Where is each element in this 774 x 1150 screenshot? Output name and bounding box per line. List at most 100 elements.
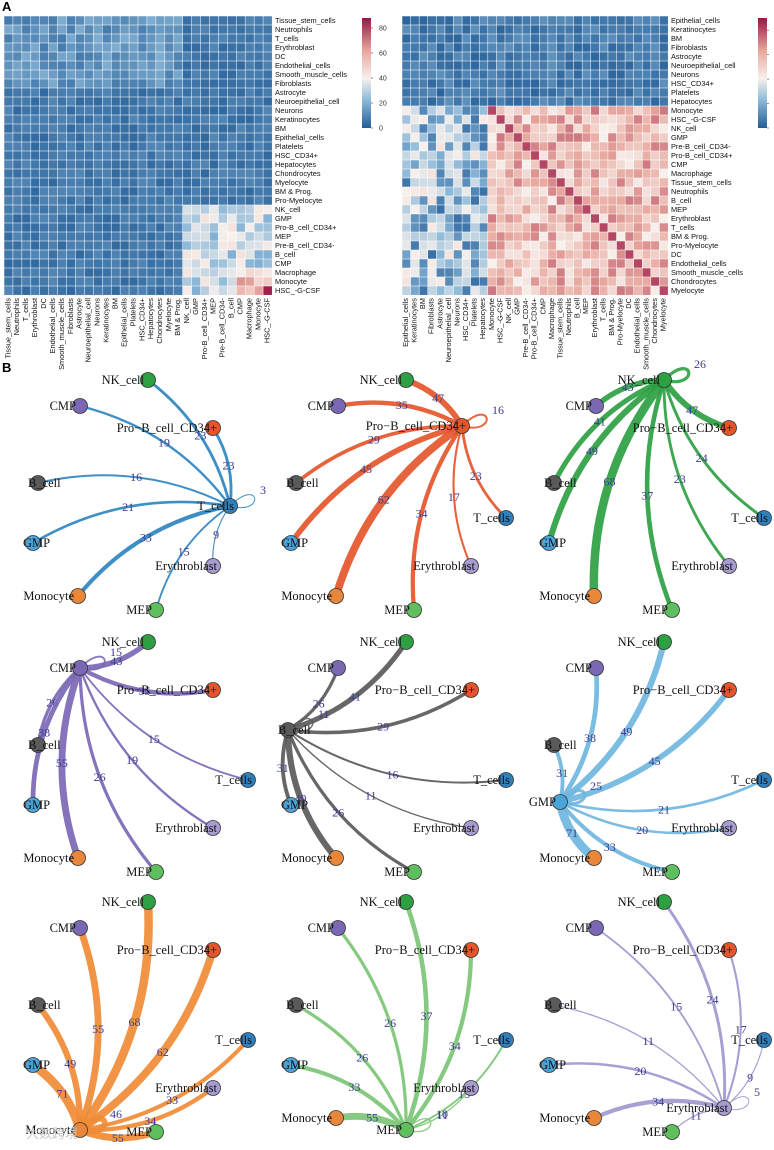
heatmap-cell <box>401 231 412 242</box>
heatmap-cell <box>599 123 609 134</box>
heatmap-cell <box>539 132 549 143</box>
heatmap-cell <box>590 159 600 170</box>
edge <box>460 424 508 520</box>
heatmap-cell <box>102 15 112 26</box>
left-row-label: Macrophage <box>275 268 316 277</box>
heatmap-cell <box>496 231 506 242</box>
node-label: Erythroblast <box>671 559 733 573</box>
heatmap-cell <box>146 267 157 278</box>
heatmap-cell <box>624 276 635 287</box>
node-label: Erythroblast <box>413 559 475 573</box>
heatmap-cell <box>119 33 130 44</box>
edge <box>551 377 667 486</box>
heatmap-cell <box>573 123 583 134</box>
node-label: CMP <box>566 399 592 413</box>
edge <box>229 494 256 509</box>
node-label: Erythroblast <box>155 1081 217 1095</box>
heatmap-cell <box>84 60 94 71</box>
heatmap-cell <box>633 213 643 224</box>
heatmap-cell <box>57 24 67 35</box>
heatmap-cell <box>182 15 193 26</box>
right-col-label: BM <box>418 298 427 309</box>
right-col-label: Neuroepithelial_cell <box>444 298 453 363</box>
heatmap-cell <box>556 195 566 206</box>
heatmap-cell <box>93 249 103 260</box>
node <box>454 418 470 434</box>
heatmap-cell <box>624 177 635 188</box>
heatmap-cell <box>137 42 148 53</box>
heatmap-cell <box>616 168 626 179</box>
heatmap-cell <box>444 186 454 197</box>
heatmap-cell <box>599 69 609 80</box>
heatmap-cell <box>227 195 237 206</box>
heatmap-cell <box>547 96 557 107</box>
heatmap-cell <box>253 141 264 152</box>
heatmap-cell <box>539 15 549 26</box>
edge-weight: 49 <box>586 444 598 458</box>
heatmap-cell <box>504 15 514 26</box>
heatmap-cell <box>119 123 130 134</box>
heatmap-cell <box>3 24 14 35</box>
right-row-label: BM & Prog. <box>671 232 709 241</box>
heatmap-cell <box>173 69 184 80</box>
heatmap-cell <box>137 213 148 224</box>
heatmap-cell <box>3 168 14 179</box>
heatmap-cell <box>164 60 175 71</box>
heatmap-right: Epithelial_cellsKeratinocytesBMFibroblas… <box>401 15 769 370</box>
heatmap-cell <box>218 267 228 278</box>
left-col-label: Astrocyte <box>75 298 84 329</box>
heatmap-cell <box>218 285 228 296</box>
heatmap-cell <box>84 87 94 98</box>
heatmap-cell <box>137 141 148 152</box>
heatmap-cell <box>607 51 617 62</box>
heatmap-cell <box>3 78 14 89</box>
heatmap-cell <box>173 285 184 296</box>
heatmap-cell <box>642 42 652 53</box>
heatmap-cell <box>590 267 600 278</box>
heatmap-cell <box>164 123 175 134</box>
heatmap-cell <box>624 78 635 89</box>
edge-weight: 11 <box>690 1108 702 1122</box>
heatmap-cell <box>262 222 273 233</box>
right-row-label: Chondrocytes <box>671 277 717 286</box>
edge-weight: 16 <box>387 768 399 782</box>
heatmap-cell <box>418 33 429 44</box>
heatmap-cell <box>128 240 139 251</box>
heatmap-cell <box>581 96 592 107</box>
heatmap-cell <box>444 15 454 26</box>
heatmap-cell <box>521 222 532 233</box>
node-label: Pro−B_cell_CD34+ <box>633 683 733 697</box>
heatmap-cell <box>607 15 617 26</box>
heatmap-cell <box>128 285 139 296</box>
heatmap-cell <box>650 141 660 152</box>
heatmap-cell <box>556 69 566 80</box>
heatmap-cell <box>110 96 121 107</box>
edge <box>79 655 106 671</box>
heatmap-cell <box>137 78 148 89</box>
heatmap-cell <box>461 240 472 251</box>
heatmap-cell <box>401 42 412 53</box>
heatmap-cell <box>253 33 264 44</box>
heatmap-cell <box>182 96 193 107</box>
heatmap-cell <box>244 51 255 62</box>
heatmap-cell <box>244 285 255 296</box>
heatmap-cell <box>200 69 210 80</box>
heatmap-cell <box>470 231 480 242</box>
edge <box>722 948 742 1110</box>
heatmap-cell <box>253 96 264 107</box>
heatmap-cell <box>581 78 592 89</box>
heatmap-cell <box>556 276 566 287</box>
node <box>552 794 568 810</box>
right-row-label: Epithelial_cells <box>671 16 720 25</box>
right-col-label: DC <box>624 297 633 308</box>
heatmap-cell <box>227 96 237 107</box>
heatmap-cell <box>436 168 446 179</box>
heatmap-cell <box>581 132 592 143</box>
node-label: CMP <box>566 921 592 935</box>
heatmap-cell <box>3 204 14 215</box>
heatmap-cell <box>453 177 463 188</box>
edge-weight: 24 <box>696 451 708 465</box>
heatmap-cell <box>496 105 506 116</box>
heatmap-cell <box>444 87 454 98</box>
heatmap-cell <box>182 222 193 233</box>
